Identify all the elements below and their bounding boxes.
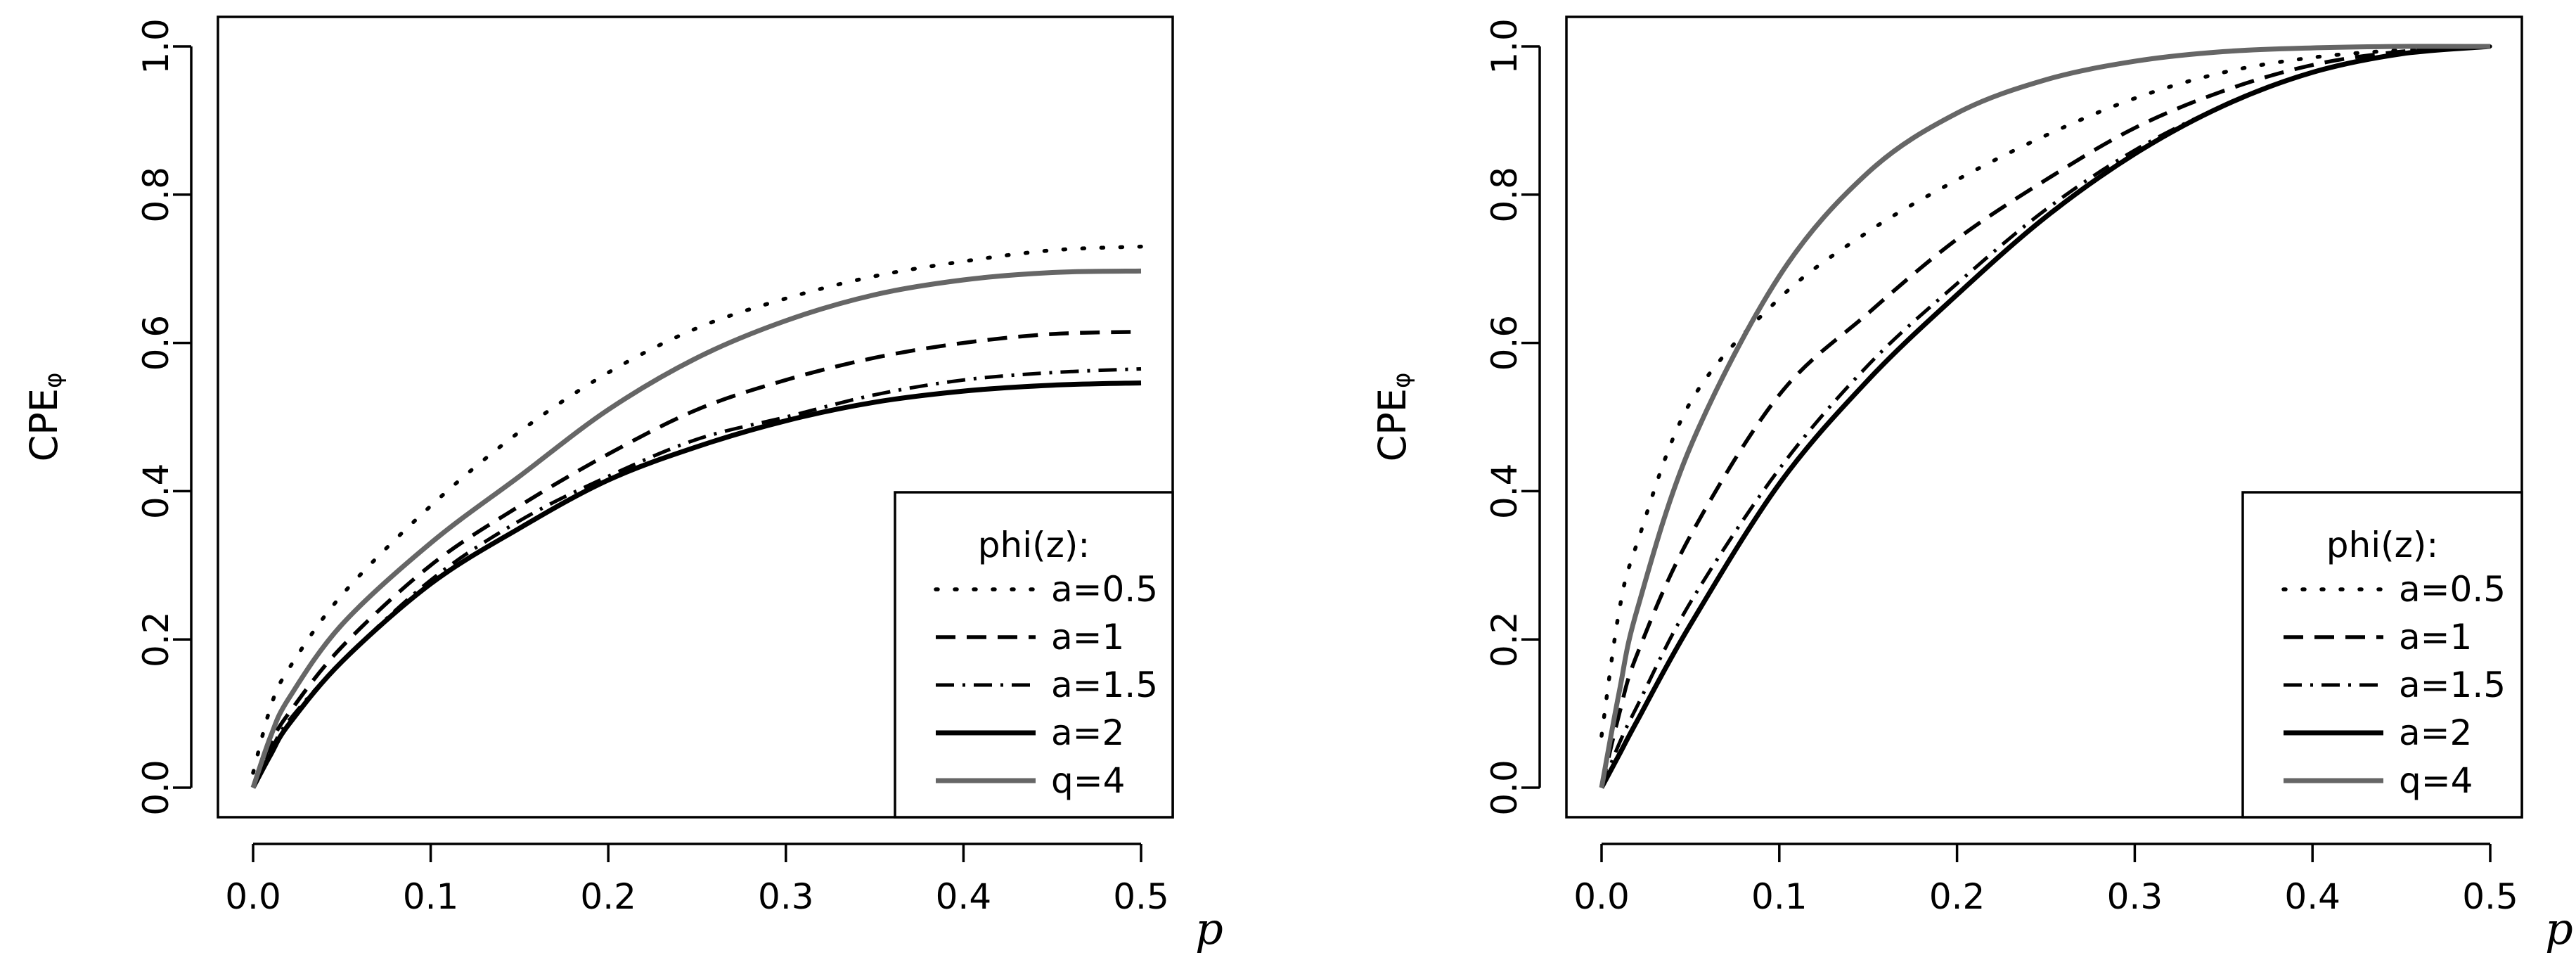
series-line-a=1 bbox=[1599, 44, 2491, 788]
x-tick-label: 0.3 bbox=[758, 876, 814, 917]
chart-panel-1: 0.0 0.1 0.2 0.3 0.4 0.5 0.0 0.2 0.4 0.6 0.8 1.0 CPEφ… bbox=[22, 15, 1223, 954]
chart-panel-2: 0.0 0.1 0.2 0.3 0.4 0.5 0.0 0.2 0.4 0.6 0.8 1.0 CPEφ… bbox=[1370, 15, 2573, 954]
x-tick-label: 0.3 bbox=[2107, 876, 2163, 917]
legend-item: a=1 bbox=[2284, 617, 2472, 658]
legend-item: a=0.5 bbox=[2281, 569, 2506, 610]
legend-title: phi(z): bbox=[978, 525, 1090, 565]
x-tick-label: 0.4 bbox=[2284, 876, 2340, 917]
y-tick-label: 1.0 bbox=[1484, 18, 1525, 75]
y-tick-label: 1.0 bbox=[136, 18, 176, 75]
plot-frame bbox=[217, 15, 1174, 819]
y-tick-label: 0.2 bbox=[1484, 611, 1525, 667]
x-tick-label: 0.1 bbox=[1751, 876, 1808, 917]
y-axis-label: CPEφ bbox=[1370, 373, 1417, 462]
x-tick-label: 0.0 bbox=[1573, 876, 1630, 917]
legend-label: a=1.5 bbox=[2399, 665, 2506, 705]
legend-item: a=1.5 bbox=[2284, 665, 2506, 705]
legend-item: q=4 bbox=[936, 760, 1125, 801]
y-tick-label: 0.6 bbox=[1484, 315, 1525, 371]
y-tick-label: 0.0 bbox=[136, 760, 176, 816]
legend-label: a=0.5 bbox=[2399, 569, 2506, 610]
x-tick-label: 0.5 bbox=[1113, 876, 1169, 917]
x-tick-label: 0.2 bbox=[1929, 876, 1985, 917]
series-line-a=0.5 bbox=[251, 244, 1143, 775]
y-tick-label: 0.0 bbox=[1484, 760, 1525, 816]
legend-item: a=2 bbox=[936, 712, 1124, 753]
legend-label: a=0.5 bbox=[1051, 569, 1158, 610]
y-tick-label: 0.4 bbox=[1484, 463, 1525, 520]
series-line-a=1 bbox=[251, 330, 1142, 789]
legend-box bbox=[894, 491, 1174, 819]
legend-label: a=2 bbox=[2399, 712, 2472, 753]
legend-label: a=2 bbox=[1051, 712, 1124, 753]
y-axis-label: CPEφ bbox=[22, 373, 68, 462]
legend-box bbox=[2241, 491, 2523, 819]
y-tick-label: 0.4 bbox=[136, 463, 176, 520]
series-lines bbox=[1599, 44, 2492, 789]
legend-item: a=0.5 bbox=[934, 569, 1158, 610]
x-tick-label: 0.2 bbox=[580, 876, 636, 917]
plot-frame bbox=[1565, 15, 2523, 819]
legend: phi(z):a=0.5 a=1 a=1.5 a=2 q=4 bbox=[2241, 491, 2523, 819]
series-line-a=2 bbox=[1599, 44, 2491, 789]
y-tick-label: 0.8 bbox=[136, 167, 176, 223]
legend-item: a=1.5 bbox=[936, 665, 1158, 705]
legend-item: a=2 bbox=[2284, 712, 2472, 753]
legend-item: q=4 bbox=[2284, 760, 2473, 801]
legend-label: a=1.5 bbox=[1051, 665, 1158, 705]
y-tick-label: 0.6 bbox=[136, 315, 176, 371]
series-line-q=4 bbox=[1599, 44, 2491, 788]
x-axis-label: p bbox=[1195, 903, 1223, 954]
legend-label: q=4 bbox=[1051, 760, 1125, 801]
x-tick-label: 0.5 bbox=[2462, 876, 2518, 917]
series-lines bbox=[250, 244, 1143, 789]
legend-label: a=1 bbox=[2399, 617, 2472, 658]
y-tick-label: 0.8 bbox=[1484, 167, 1525, 223]
x-tick-label: 0.0 bbox=[225, 876, 281, 917]
legend-label: q=4 bbox=[2399, 760, 2473, 801]
x-tick-label: 0.1 bbox=[403, 876, 459, 917]
x-tick-label: 0.4 bbox=[936, 876, 992, 917]
legend-item: a=1 bbox=[936, 617, 1124, 658]
legend-title: phi(z): bbox=[2326, 525, 2438, 565]
y-tick-label: 0.2 bbox=[136, 611, 176, 667]
series-line-q=4 bbox=[250, 268, 1142, 789]
series-line-a=2 bbox=[250, 380, 1142, 789]
legend-label: a=1 bbox=[1051, 617, 1124, 658]
x-axis-label: p bbox=[2545, 903, 2573, 954]
legend: phi(z):a=0.5 a=1 a=1.5 a=2 q=4 bbox=[894, 491, 1174, 819]
